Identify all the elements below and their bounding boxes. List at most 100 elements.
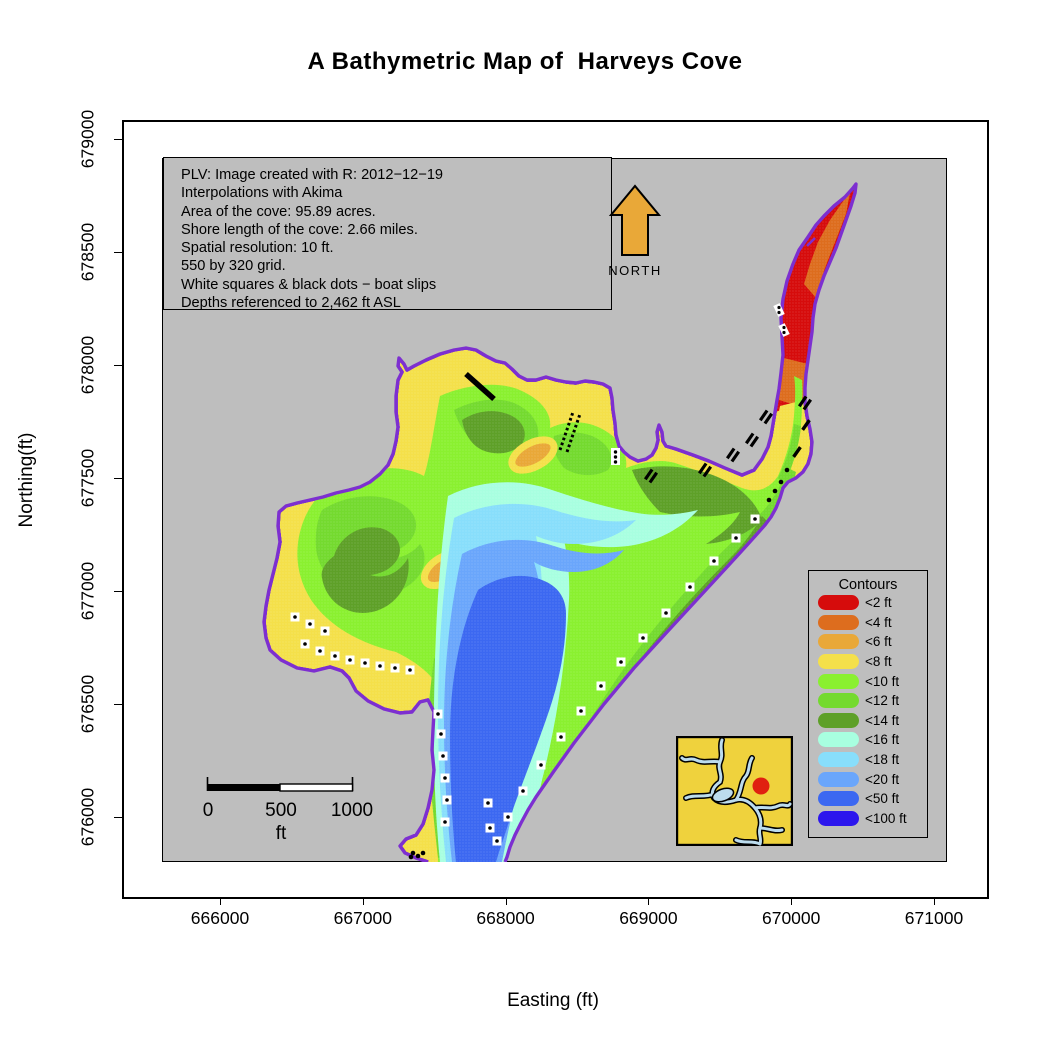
legend-swatch-d4 [818, 614, 859, 630]
boat-slip-box [773, 303, 785, 317]
legend-label: <10 ft [865, 673, 900, 689]
boat-slip-dot [443, 776, 447, 780]
boat-slip-bar [744, 432, 755, 445]
y-tick-mark [114, 252, 122, 253]
boat-slip-markers [290, 303, 813, 860]
boat-slip-dot [782, 325, 786, 330]
y-tick-mark [114, 478, 122, 479]
scale-seg-white [279, 783, 354, 792]
legend-row: <8 ft [809, 652, 927, 672]
y-tick-label: 676500 [77, 674, 98, 734]
legend-row: <14 ft [809, 711, 927, 731]
x-tick-mark [934, 897, 935, 905]
boat-slip-dot [441, 754, 445, 758]
boat-slip-dot [408, 854, 414, 860]
legend-label: <12 ft [865, 693, 900, 709]
legend-label: <8 ft [865, 654, 892, 670]
x-axis-label: Easting (ft) [507, 990, 599, 1011]
boat-slip-dot [734, 536, 738, 540]
inset-lake [680, 738, 792, 846]
annotation-line: PLV: Image created with R: 2012−12−19 [181, 167, 444, 183]
scale-unit-label: ft [275, 823, 287, 844]
boat-slip-dot [363, 661, 367, 665]
boat-slip-dot [408, 668, 412, 672]
shoreline-outline [262, 182, 858, 862]
boat-slip-dot [303, 642, 307, 646]
boat-slip-dot [443, 820, 447, 824]
y-tick-mark [114, 591, 122, 592]
boat-slip-dot [333, 654, 337, 658]
y-tick-mark [114, 139, 122, 140]
boat-slip-bar [763, 412, 774, 425]
boat-slip-dot [521, 789, 525, 793]
dock-bar [464, 371, 496, 402]
inset-land [676, 736, 793, 846]
north-label: NORTH [608, 263, 662, 278]
legend-swatch-d8 [818, 654, 859, 670]
boat-slip-bar [792, 446, 802, 458]
annotation-line: Spatial resolution: 10 ft. [181, 240, 334, 257]
boat-slip-bar [801, 419, 811, 431]
x-tick-label: 666000 [190, 908, 250, 928]
scale-label-500: 500 [265, 800, 297, 821]
boat-slip-bar [643, 468, 654, 481]
legend-label: <20 ft [865, 771, 900, 787]
legend-label: <18 ft [865, 752, 900, 768]
boat-slip-dot [559, 735, 563, 739]
dock-dotted-1 [558, 411, 575, 451]
dock-dotted-2 [565, 413, 582, 453]
legend-row: <16 ft [809, 730, 927, 750]
annotation-line: Interpolations with Akima [181, 185, 343, 202]
x-tick-label: 667000 [333, 908, 392, 928]
legend-row: <100 ft [809, 809, 927, 829]
boat-slip-bar [749, 435, 760, 448]
legend-row: <4 ft [809, 613, 927, 633]
x-tick-label: 669000 [619, 908, 678, 928]
boat-slip-bar [725, 447, 736, 460]
slip-dot [613, 450, 618, 454]
legend-row: <2 ft [809, 593, 927, 613]
legend-row: <18 ft [809, 750, 927, 770]
legend-label: <50 ft [865, 791, 900, 807]
y-tick-label: 679000 [77, 109, 98, 169]
boat-slip-dot [777, 305, 781, 310]
annotation-box: PLV: Image created with R: 2012−12−19 Int… [163, 157, 612, 311]
boat-slip-dot [420, 850, 426, 856]
boat-slip-dot [318, 649, 322, 653]
legend-row: <50 ft [809, 789, 927, 809]
inset-location-dot [752, 777, 770, 795]
x-tick-mark [505, 897, 507, 905]
scale-bar [206, 777, 354, 792]
legend-row: <20 ft [809, 769, 927, 789]
boat-slip-dot [488, 826, 492, 830]
boat-slip-bar [797, 395, 808, 408]
boat-slip-dot [348, 658, 352, 662]
annotation-line: White squares & black dots − boat slips [181, 276, 437, 293]
legend-swatch-d50 [818, 791, 859, 807]
x-tick-mark [791, 897, 793, 905]
legend-row: <10 ft [809, 671, 927, 691]
boat-slip-dot [641, 636, 645, 640]
boat-slip-dot [445, 798, 449, 802]
north-arrow-icon [608, 184, 662, 256]
boat-slip-bar [730, 450, 741, 463]
legend-label: <16 ft [865, 732, 900, 748]
legend-swatch-d18 [818, 752, 859, 768]
boat-slip-dot [539, 763, 543, 767]
boat-slip-dot [712, 559, 716, 563]
legend-swatch-d2 [818, 595, 859, 611]
boat-slip-dot [378, 664, 382, 668]
boat-slip-dot [410, 850, 416, 856]
legend-swatch-d100 [818, 810, 859, 826]
plot-title: A Bathymetric Map of Harveys Cove [307, 48, 743, 75]
y-tick-label: 678000 [77, 335, 98, 395]
boat-slip-bar [648, 471, 659, 484]
scale-label-1000: 1000 [330, 800, 374, 821]
boat-slip-dot [308, 622, 312, 626]
boat-slip-dot [784, 467, 790, 473]
x-tick-mark [648, 897, 650, 905]
boat-slip-bar [802, 398, 813, 411]
x-tick-label: 668000 [476, 908, 535, 928]
legend-row: <6 ft [809, 632, 927, 652]
